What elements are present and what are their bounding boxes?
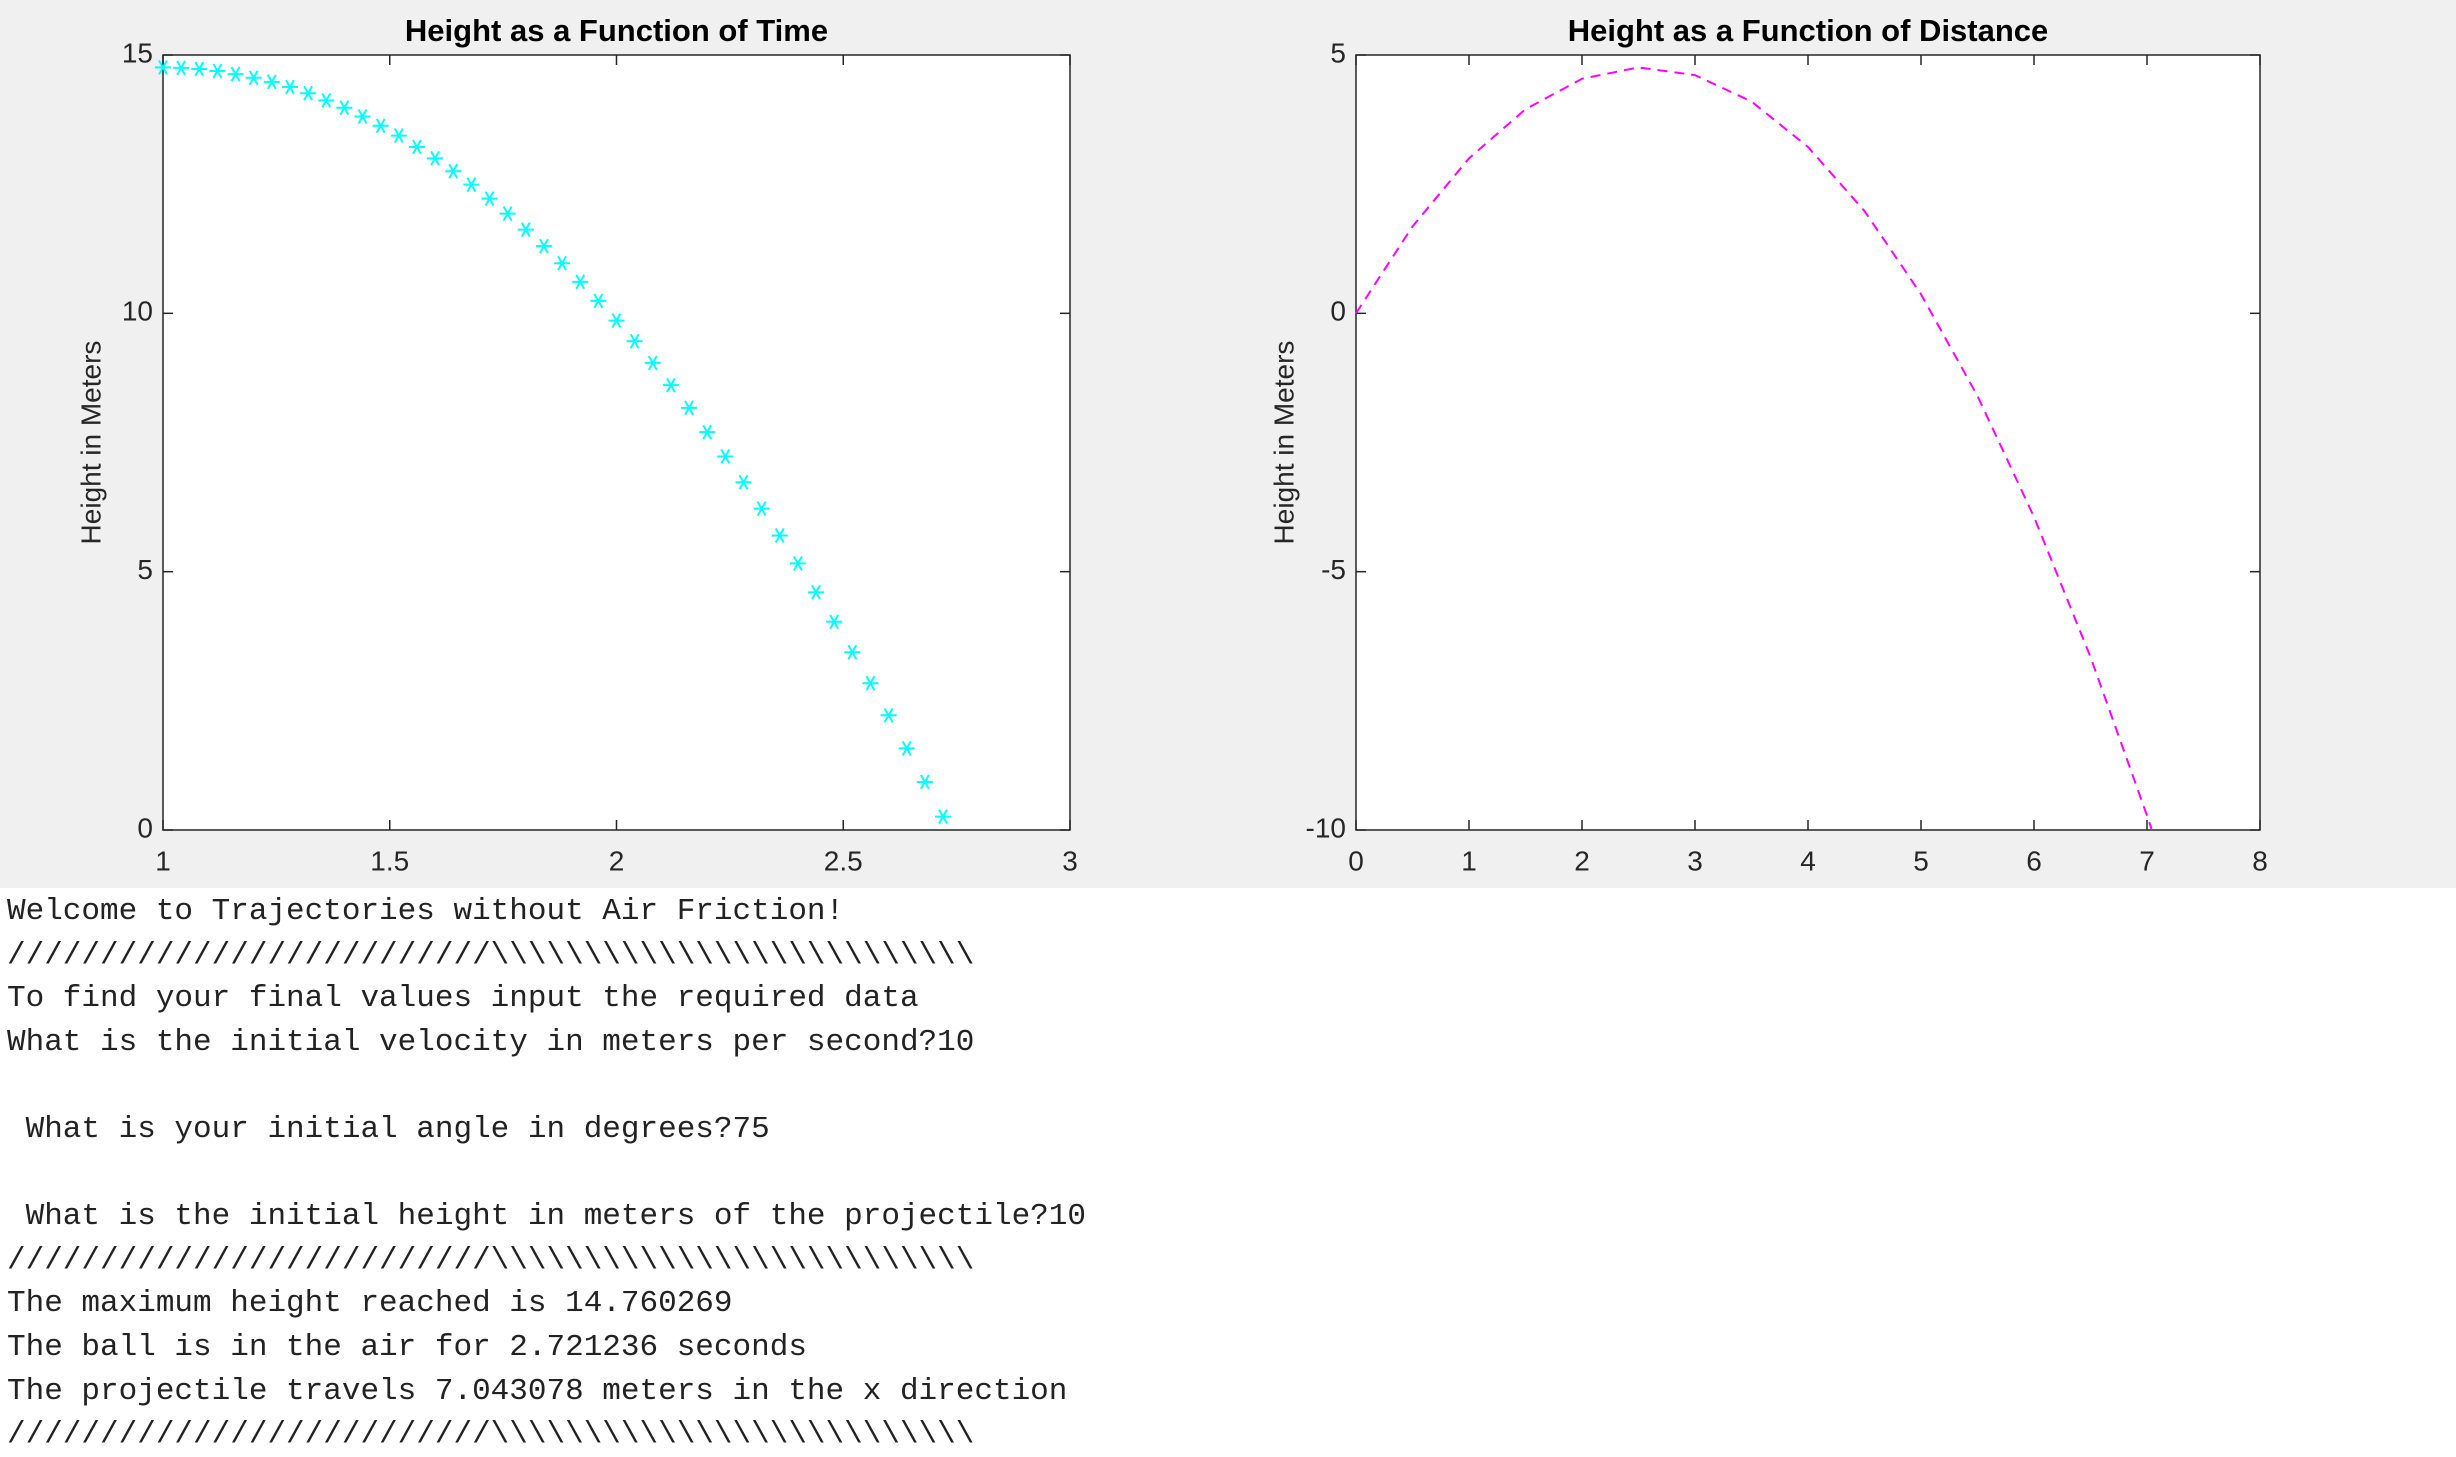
console-line: The ball is in the air for 2.721236 seco…	[7, 1329, 807, 1365]
asterisk-marker	[789, 555, 806, 571]
y-tick-label: 0	[1330, 296, 1346, 327]
x-tick-label: 2	[609, 845, 625, 876]
x-tick-label: 0	[1348, 845, 1364, 876]
asterisk-marker	[300, 85, 317, 101]
command-window: Welcome to Trajectories without Air Fric…	[7, 890, 1086, 1457]
asterisk-marker	[209, 63, 226, 79]
asterisk-marker	[590, 293, 607, 309]
asterisk-marker	[916, 774, 933, 790]
figure: Height as a Function of Time Height in Me…	[0, 0, 2456, 888]
asterisk-marker	[372, 118, 389, 134]
y-tick-label: 10	[122, 296, 153, 327]
x-tick-label: 5	[1913, 845, 1929, 876]
asterisk-marker	[644, 355, 661, 371]
console-line: To find your final values input the requ…	[7, 981, 919, 1017]
asterisk-marker	[191, 61, 208, 77]
console-line: What is the initial velocity in meters p…	[7, 1024, 975, 1060]
plot-area	[162, 54, 1071, 831]
asterisk-marker	[554, 255, 571, 271]
asterisk-marker	[699, 424, 716, 440]
asterisk-marker	[427, 150, 444, 166]
x-tick-label: 8	[2252, 845, 2268, 876]
asterisk-marker	[626, 333, 643, 349]
asterisk-marker	[608, 313, 625, 329]
x-tick-label: 1	[1461, 845, 1477, 876]
x-tick-label: 7	[2139, 845, 2155, 876]
asterisk-marker	[481, 191, 498, 207]
asterisk-marker	[662, 377, 679, 393]
asterisk-marker	[227, 66, 244, 82]
console-line: The maximum height reached is 14.760269	[7, 1286, 733, 1322]
asterisk-marker	[898, 740, 915, 756]
x-tick-label: 6	[2026, 845, 2042, 876]
asterisk-marker	[281, 79, 298, 95]
y-tick-label: -5	[1321, 554, 1346, 585]
asterisk-marker	[499, 206, 516, 222]
asterisk-marker	[173, 60, 190, 76]
y-axis-label: Height in Meters	[1268, 341, 1299, 545]
y-tick-label: 0	[137, 812, 153, 843]
data-line	[1355, 66, 2153, 830]
asterisk-marker	[808, 584, 825, 600]
chart-title: Height as a Function of Distance	[1568, 13, 2049, 48]
chart-title: Height as a Function of Time	[405, 13, 828, 48]
asterisk-marker	[517, 222, 534, 238]
asterisk-marker	[753, 501, 770, 517]
console-line: //////////////////////////\\\\\\\\\\\\\\…	[7, 1417, 975, 1453]
y-axis-label: Height in Meters	[75, 341, 106, 545]
console-line: Welcome to Trajectories without Air Fric…	[7, 894, 845, 929]
asterisk-marker	[572, 274, 589, 290]
asterisk-marker	[880, 707, 897, 723]
x-tick-label: 1	[155, 845, 171, 876]
y-tick-label: 15	[122, 37, 153, 68]
x-tick-label: 2	[1574, 845, 1590, 876]
x-tick-label: 4	[1800, 845, 1816, 876]
console-line: What is the initial height in meters of …	[7, 1199, 1086, 1235]
asterisk-marker	[826, 614, 843, 630]
y-tick-label: 5	[137, 554, 153, 585]
asterisk-marker	[844, 644, 861, 660]
asterisk-marker	[318, 93, 335, 108]
asterisk-marker	[336, 100, 353, 116]
asterisk-marker	[935, 809, 952, 825]
x-tick-label: 3	[1062, 845, 1078, 876]
asterisk-marker	[155, 59, 171, 75]
asterisk-marker	[535, 238, 552, 254]
asterisk-marker	[463, 177, 480, 193]
asterisk-marker	[390, 128, 407, 144]
console-line: //////////////////////////\\\\\\\\\\\\\\…	[7, 1242, 975, 1278]
y-tick-label: 5	[1330, 37, 1346, 68]
asterisk-marker	[245, 70, 262, 86]
asterisk-marker	[862, 675, 879, 691]
asterisk-marker	[771, 528, 788, 543]
y-tick-label: -10	[1306, 812, 1346, 843]
asterisk-marker	[354, 109, 371, 124]
x-tick-label: 2.5	[824, 845, 863, 876]
x-tick-label: 1.5	[370, 845, 409, 876]
asterisk-marker	[263, 74, 280, 90]
x-tick-label: 3	[1687, 845, 1703, 876]
console-line: What is your initial angle in degrees?75	[7, 1111, 770, 1147]
asterisk-marker	[681, 400, 698, 416]
asterisk-marker	[717, 448, 734, 464]
plot-area	[1355, 54, 2261, 831]
console-line: The projectile travels 7.043078 meters i…	[7, 1373, 1068, 1409]
asterisk-marker	[445, 163, 462, 179]
asterisk-marker	[735, 474, 752, 490]
console-line: //////////////////////////\\\\\\\\\\\\\\…	[7, 937, 975, 973]
asterisk-marker	[408, 139, 425, 155]
